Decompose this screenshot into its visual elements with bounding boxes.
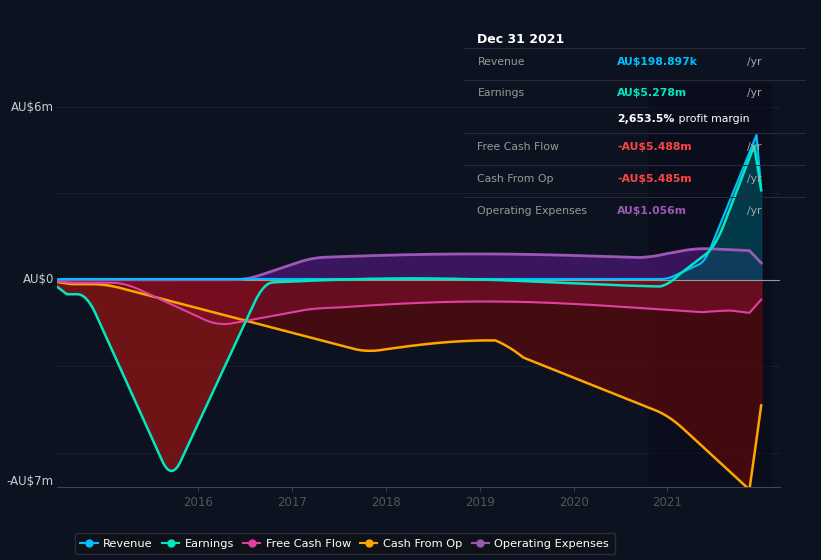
Text: AU$5.278m: AU$5.278m xyxy=(617,88,687,99)
Text: -AU$5.485m: -AU$5.485m xyxy=(617,174,692,184)
Text: /yr: /yr xyxy=(746,142,761,152)
Text: 2,653.5%: 2,653.5% xyxy=(617,114,675,124)
Legend: Revenue, Earnings, Free Cash Flow, Cash From Op, Operating Expenses: Revenue, Earnings, Free Cash Flow, Cash … xyxy=(75,533,615,554)
Text: Free Cash Flow: Free Cash Flow xyxy=(478,142,559,152)
Text: Revenue: Revenue xyxy=(478,57,525,67)
Text: Dec 31 2021: Dec 31 2021 xyxy=(478,33,565,46)
Text: AU$6m: AU$6m xyxy=(11,101,54,114)
Text: /yr: /yr xyxy=(746,206,761,216)
Text: /yr: /yr xyxy=(746,88,761,99)
Text: Operating Expenses: Operating Expenses xyxy=(478,206,588,216)
Text: AU$0: AU$0 xyxy=(22,273,54,286)
Text: AU$1.056m: AU$1.056m xyxy=(617,206,687,216)
Bar xyxy=(649,84,771,487)
Text: /yr: /yr xyxy=(746,57,761,67)
Text: Cash From Op: Cash From Op xyxy=(478,174,554,184)
Text: -AU$5.488m: -AU$5.488m xyxy=(617,142,692,152)
Text: Earnings: Earnings xyxy=(478,88,525,99)
Text: -AU$7m: -AU$7m xyxy=(7,475,54,488)
Text: /yr: /yr xyxy=(746,174,761,184)
Text: profit margin: profit margin xyxy=(675,114,750,124)
Text: AU$198.897k: AU$198.897k xyxy=(617,57,698,67)
